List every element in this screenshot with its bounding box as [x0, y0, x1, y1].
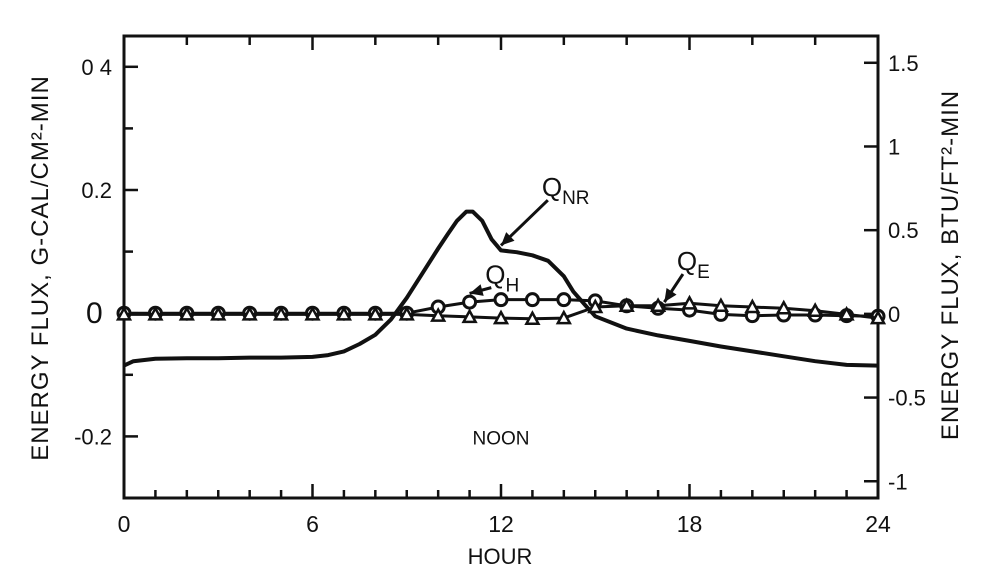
q-e-point [869, 309, 887, 325]
y-tick-label: -0.2 [74, 424, 112, 449]
q-e-point [838, 305, 855, 321]
q-h-label: QH [485, 260, 519, 297]
q-e-point [524, 310, 541, 325]
q-nr-pointer-head [501, 232, 515, 246]
q-e-point [587, 298, 604, 314]
noon-annotation: NOON [473, 428, 530, 449]
y-right-tick-label: -0.5 [888, 386, 926, 411]
y-right-tick-label: 0.5 [888, 218, 919, 243]
y-axis-label: ENERGY FLUX, G-CAL/CM²-MIN [27, 75, 54, 461]
y-right-tick-label: 1.5 [888, 51, 919, 76]
y-right-tick-label: 0 [888, 302, 900, 327]
y-tick-label: 0 [86, 297, 103, 330]
q-e-point [649, 297, 667, 313]
q-e-point [681, 294, 698, 310]
q-h-point [556, 292, 572, 308]
q-e-point [461, 308, 478, 324]
q-e-point [807, 302, 824, 317]
y-axis-right-label: ENERGY FLUX, BTU/FT²-MIN [937, 90, 964, 440]
q-h-point [462, 294, 478, 310]
q-e-point [241, 305, 258, 321]
q-e-point [178, 305, 195, 321]
q-h-pointer-head [469, 284, 484, 296]
q-e-point [712, 297, 730, 313]
q-e-point [367, 305, 384, 321]
q-e-point [115, 305, 133, 321]
q-e-point [272, 305, 290, 321]
q-e-point [147, 305, 164, 321]
q-nr-line [123, 209, 879, 368]
q-h-point [493, 292, 509, 308]
y-right-tick-label: -1 [888, 469, 908, 494]
q-e-pointer-head [664, 287, 677, 303]
y-tick-label: 0.2 [81, 178, 112, 203]
q-e-point [618, 297, 635, 313]
q-e-point [492, 309, 510, 325]
x-tick-label: 18 [677, 511, 703, 537]
x-tick-label: 12 [488, 511, 514, 537]
x-tick-label: 6 [306, 511, 319, 537]
q-e-point [210, 305, 227, 321]
q-e-point [304, 305, 321, 321]
q-h-point [524, 292, 540, 308]
q-e-point [335, 305, 353, 321]
q-nr-label: QNR [542, 172, 590, 209]
x-tick-label: 24 [865, 511, 891, 537]
y-right-tick-label: 1 [888, 134, 900, 159]
x-tick-label: 0 [118, 511, 131, 537]
q-e-point [744, 298, 761, 314]
x-axis-label: HOUR [468, 544, 533, 569]
y-tick-label: 0 4 [81, 55, 112, 80]
q-e-point [555, 309, 572, 325]
q-e-point [430, 307, 447, 322]
q-e-point [775, 299, 792, 315]
q-e-point [398, 305, 415, 321]
